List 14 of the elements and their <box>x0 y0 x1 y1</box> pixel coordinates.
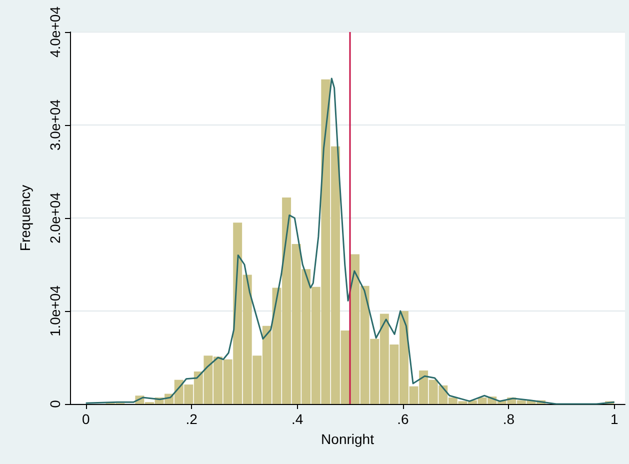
x-tick-label: 1 <box>610 411 619 427</box>
x-tick-label: .6 <box>397 411 410 427</box>
y-axis-title: Frequency <box>17 184 33 252</box>
x-tick-label: .2 <box>186 411 198 427</box>
x-tick-label: 0 <box>82 411 90 427</box>
x-tick-label: .8 <box>502 411 515 427</box>
y-tick-label: 2.0e+04 <box>47 192 63 244</box>
y-tick-label: 4.0e+04 <box>47 6 63 58</box>
x-tick-label: .4 <box>291 411 304 427</box>
y-tick-label: 0 <box>47 400 63 408</box>
line-series <box>85 78 616 405</box>
y-tick-label: 1.0e+04 <box>47 285 63 336</box>
x-axis-title: Nonright <box>321 431 374 447</box>
y-tick-label: 3.0e+04 <box>47 99 63 150</box>
